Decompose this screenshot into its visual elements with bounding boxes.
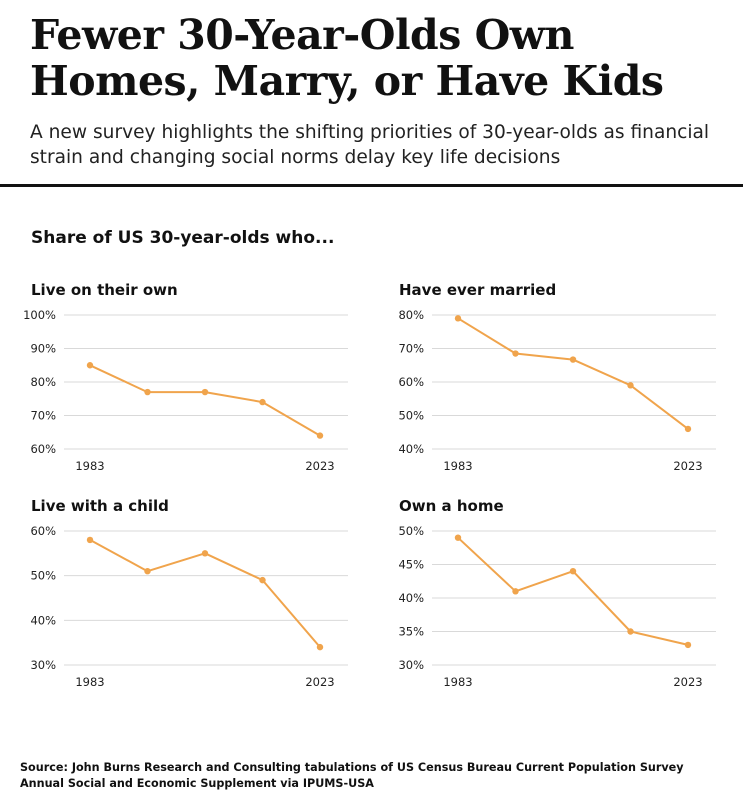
x-tick-label: 2023 [305,675,334,689]
panel-live-on-their-own: Live on their own 60% 70% 80% 90% 100% 1983 20… [4,281,374,481]
y-tick-label: 80% [398,308,424,322]
y-tick-label: 80% [30,375,56,389]
series-line [457,317,689,430]
x-tick-label: 1983 [443,459,472,473]
x-tick-label: 2023 [673,675,702,689]
data-point [316,432,324,439]
section-label: Share of US 30-year-olds who... [31,228,335,248]
y-tick-label: 30% [30,658,56,672]
panel-have-ever-married: Have ever married 40% 50% 60% 70% 80% 1983 202… [372,281,742,481]
chart-have-ever-married: 40% 50% 60% 70% 80% 1983 2023 [398,308,716,473]
data-point [627,382,634,389]
data-point [569,356,577,363]
panel-title: Live with a child [31,497,169,515]
x-tick-label: 1983 [75,459,104,473]
data-point [569,568,577,575]
data-point [684,641,692,649]
panel-title: Live on their own [31,281,178,299]
data-point [144,388,151,396]
y-tick-label: 40% [398,591,424,605]
panel-title: Own a home [399,497,504,515]
y-tick-label: 30% [398,658,424,672]
panel-title: Have ever married [399,281,557,299]
y-tick-label: 70% [398,342,424,356]
panel-own-a-home: Own a home 30% 35% 40% 45% 50% 1983 2023 [372,497,742,697]
data-point [86,362,94,369]
y-tick-label: 60% [30,442,56,456]
series-line [457,536,689,646]
panel-live-with-a-child: Live with a child 30% 40% 50% 60% 1983 2023 [4,497,374,697]
page-title: Fewer 30-Year-Olds Own Homes, Marry, or … [30,11,664,105]
x-tick-label: 2023 [673,459,702,473]
y-tick-label: 90% [30,342,56,356]
data-point [627,628,634,635]
data-point [259,398,266,406]
y-tick-label: 50% [398,524,424,538]
data-point [259,576,266,584]
data-point [316,643,324,651]
x-tick-label: 1983 [75,675,104,689]
x-tick-label: 2023 [305,459,334,473]
data-point [144,568,151,575]
chart-own-a-home: 30% 35% 40% 45% 50% 1983 2023 [398,524,716,689]
y-tick-label: 45% [398,558,424,572]
y-tick-label: 40% [398,442,424,456]
y-tick-label: 60% [30,524,56,538]
data-point [201,550,209,557]
y-tick-label: 35% [398,625,424,639]
y-tick-label: 50% [30,569,56,583]
chart-live-with-a-child: 30% 40% 50% 60% 1983 2023 [30,524,348,689]
data-point [454,534,462,541]
data-point [512,350,519,357]
series-line [89,364,321,437]
y-tick-label: 100% [23,308,56,322]
data-point [512,588,519,595]
data-point [454,315,462,322]
source-note: Source: John Burns Research and Consulti… [20,761,684,790]
y-tick-label: 50% [398,409,424,423]
x-tick-label: 1983 [443,675,472,689]
y-tick-label: 60% [398,375,424,389]
y-tick-label: 70% [30,409,56,423]
header-divider [0,184,743,187]
data-point [86,536,94,544]
data-point [201,388,209,396]
chart-live-on-their-own: 60% 70% 80% 90% 100% 1983 2023 [23,308,348,473]
y-tick-label: 40% [30,613,56,627]
page-subtitle: A new survey highlights the shifting pri… [30,122,710,168]
data-point [684,425,692,433]
